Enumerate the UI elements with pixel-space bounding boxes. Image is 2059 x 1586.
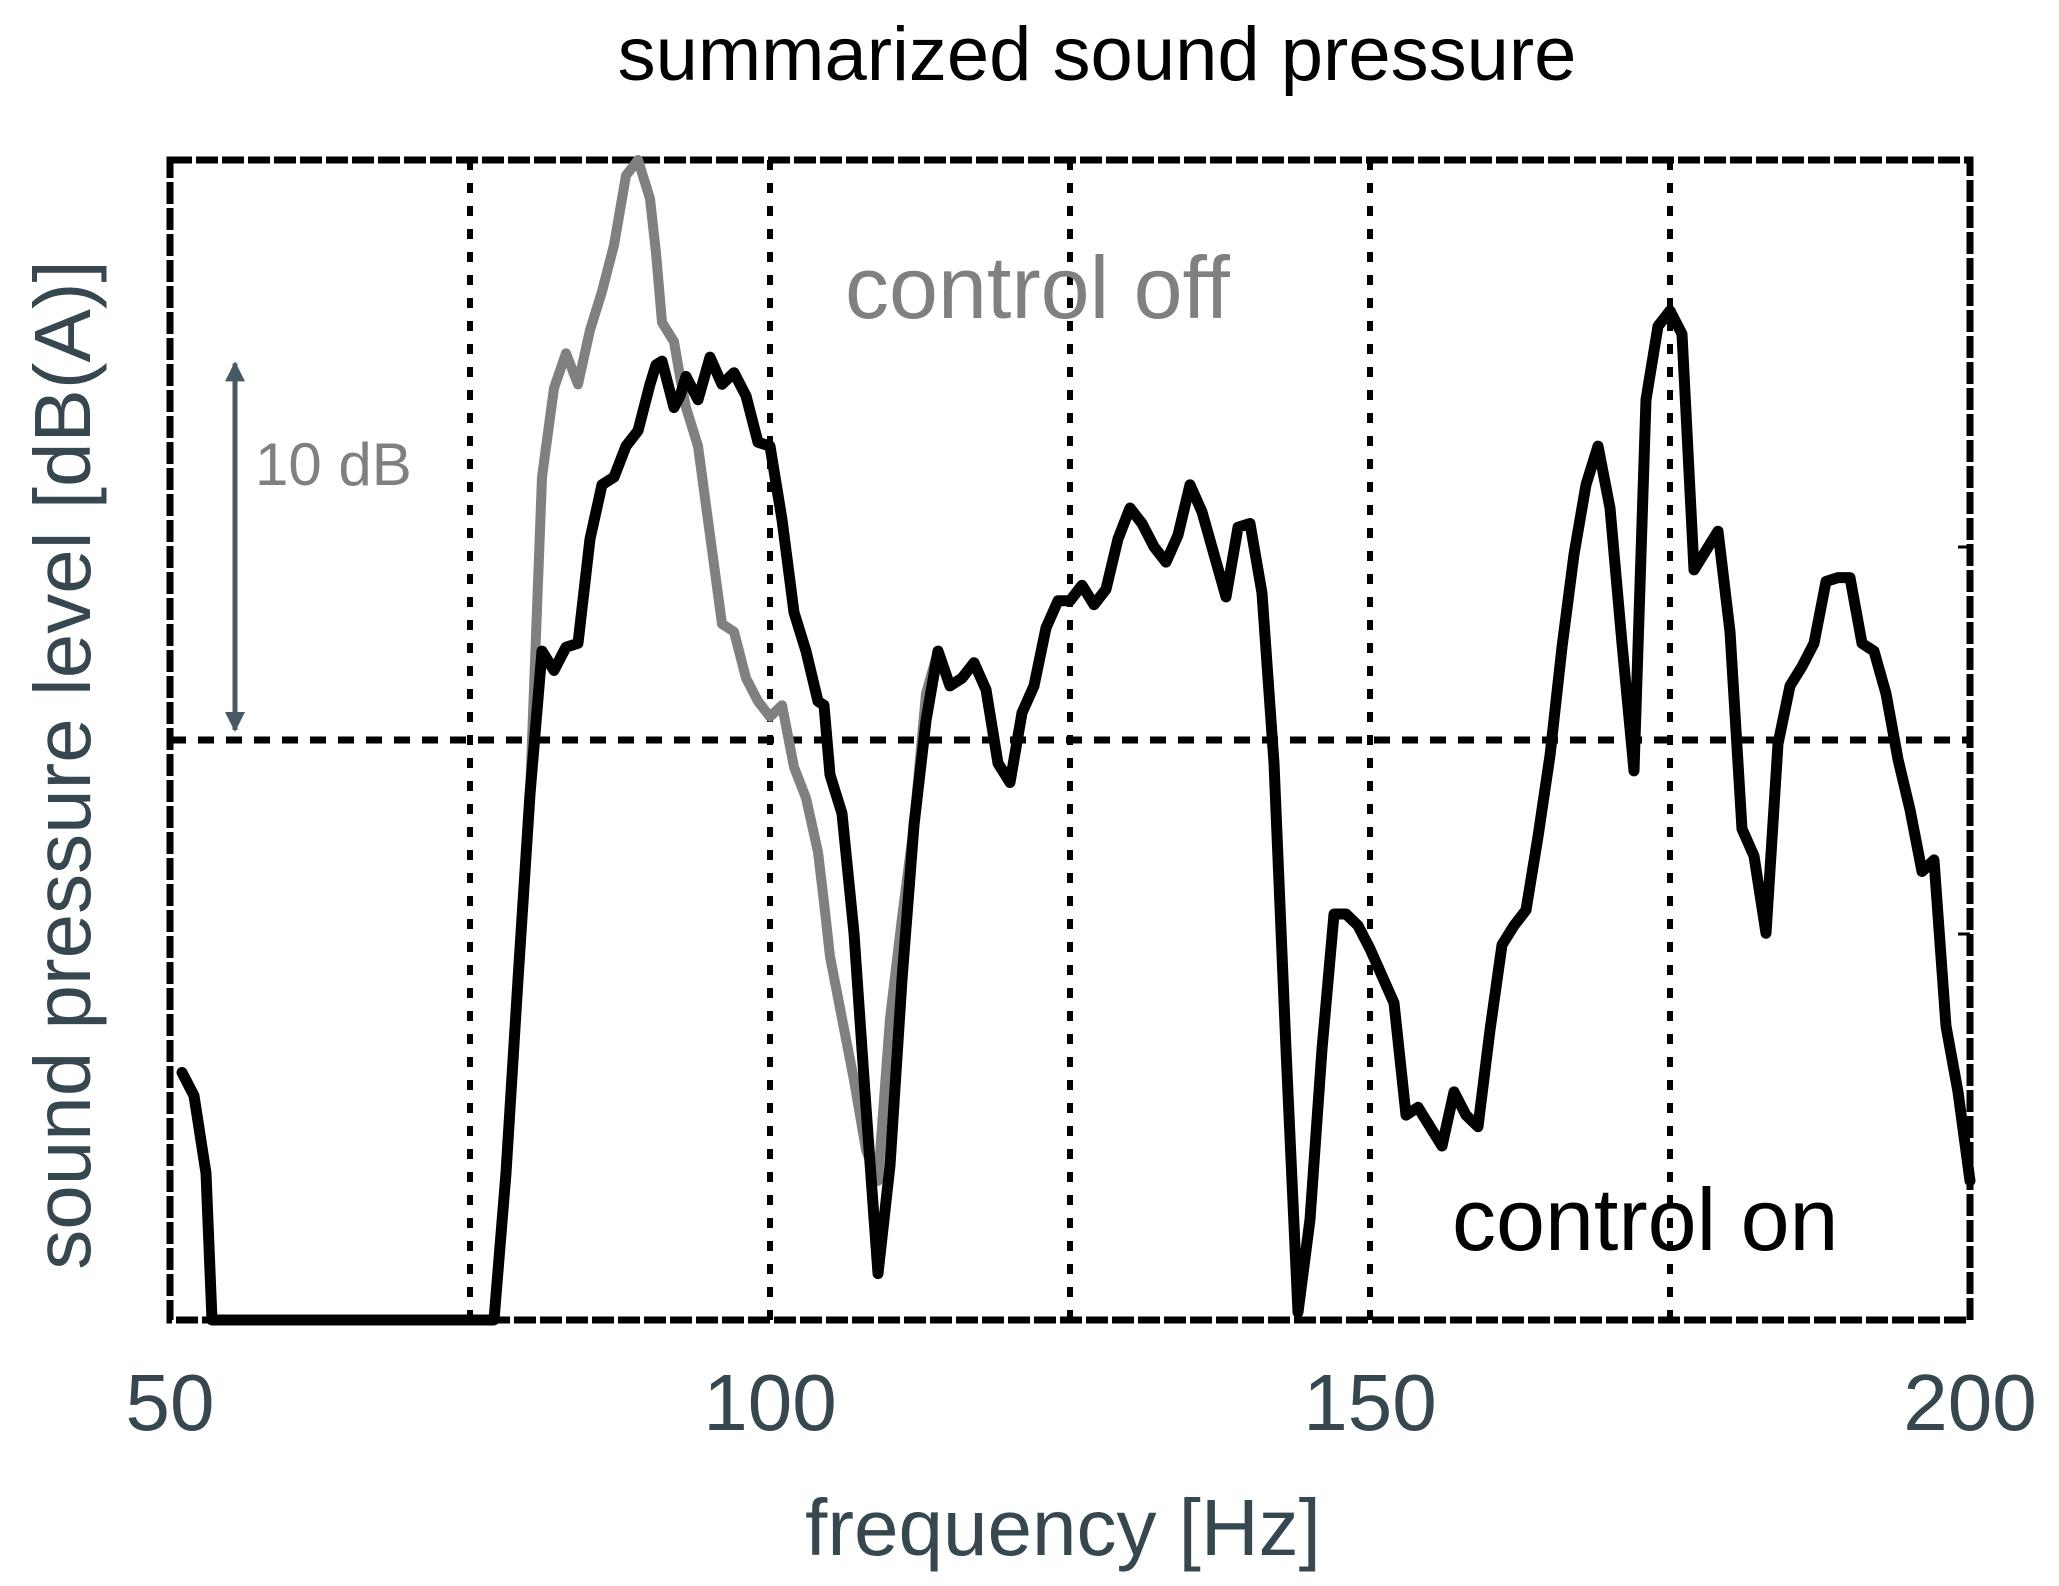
scale-bar-label: 10 dB [255,431,412,498]
series-line-control-on [176,305,1976,1326]
control-off-label: control off [845,238,1230,337]
control-on-label: control on [1452,1170,1838,1269]
chart-title: summarized sound pressure [618,12,1577,97]
x-tick-labels: 50 100 150 200 [126,1358,2037,1447]
x-tick-label: 50 [126,1358,215,1447]
grid-layer [170,160,1970,1320]
plot-frame [166,156,1974,1324]
x-axis-label: frequency [Hz] [805,1483,1321,1572]
x-tick-label: 200 [1903,1358,2036,1447]
x-tick-label: 150 [1303,1358,1436,1447]
x-tick-label: 100 [703,1358,836,1447]
y-axis-label: sound pressure level [dB(A)] [18,260,107,1269]
series-layer [176,155,1976,1326]
